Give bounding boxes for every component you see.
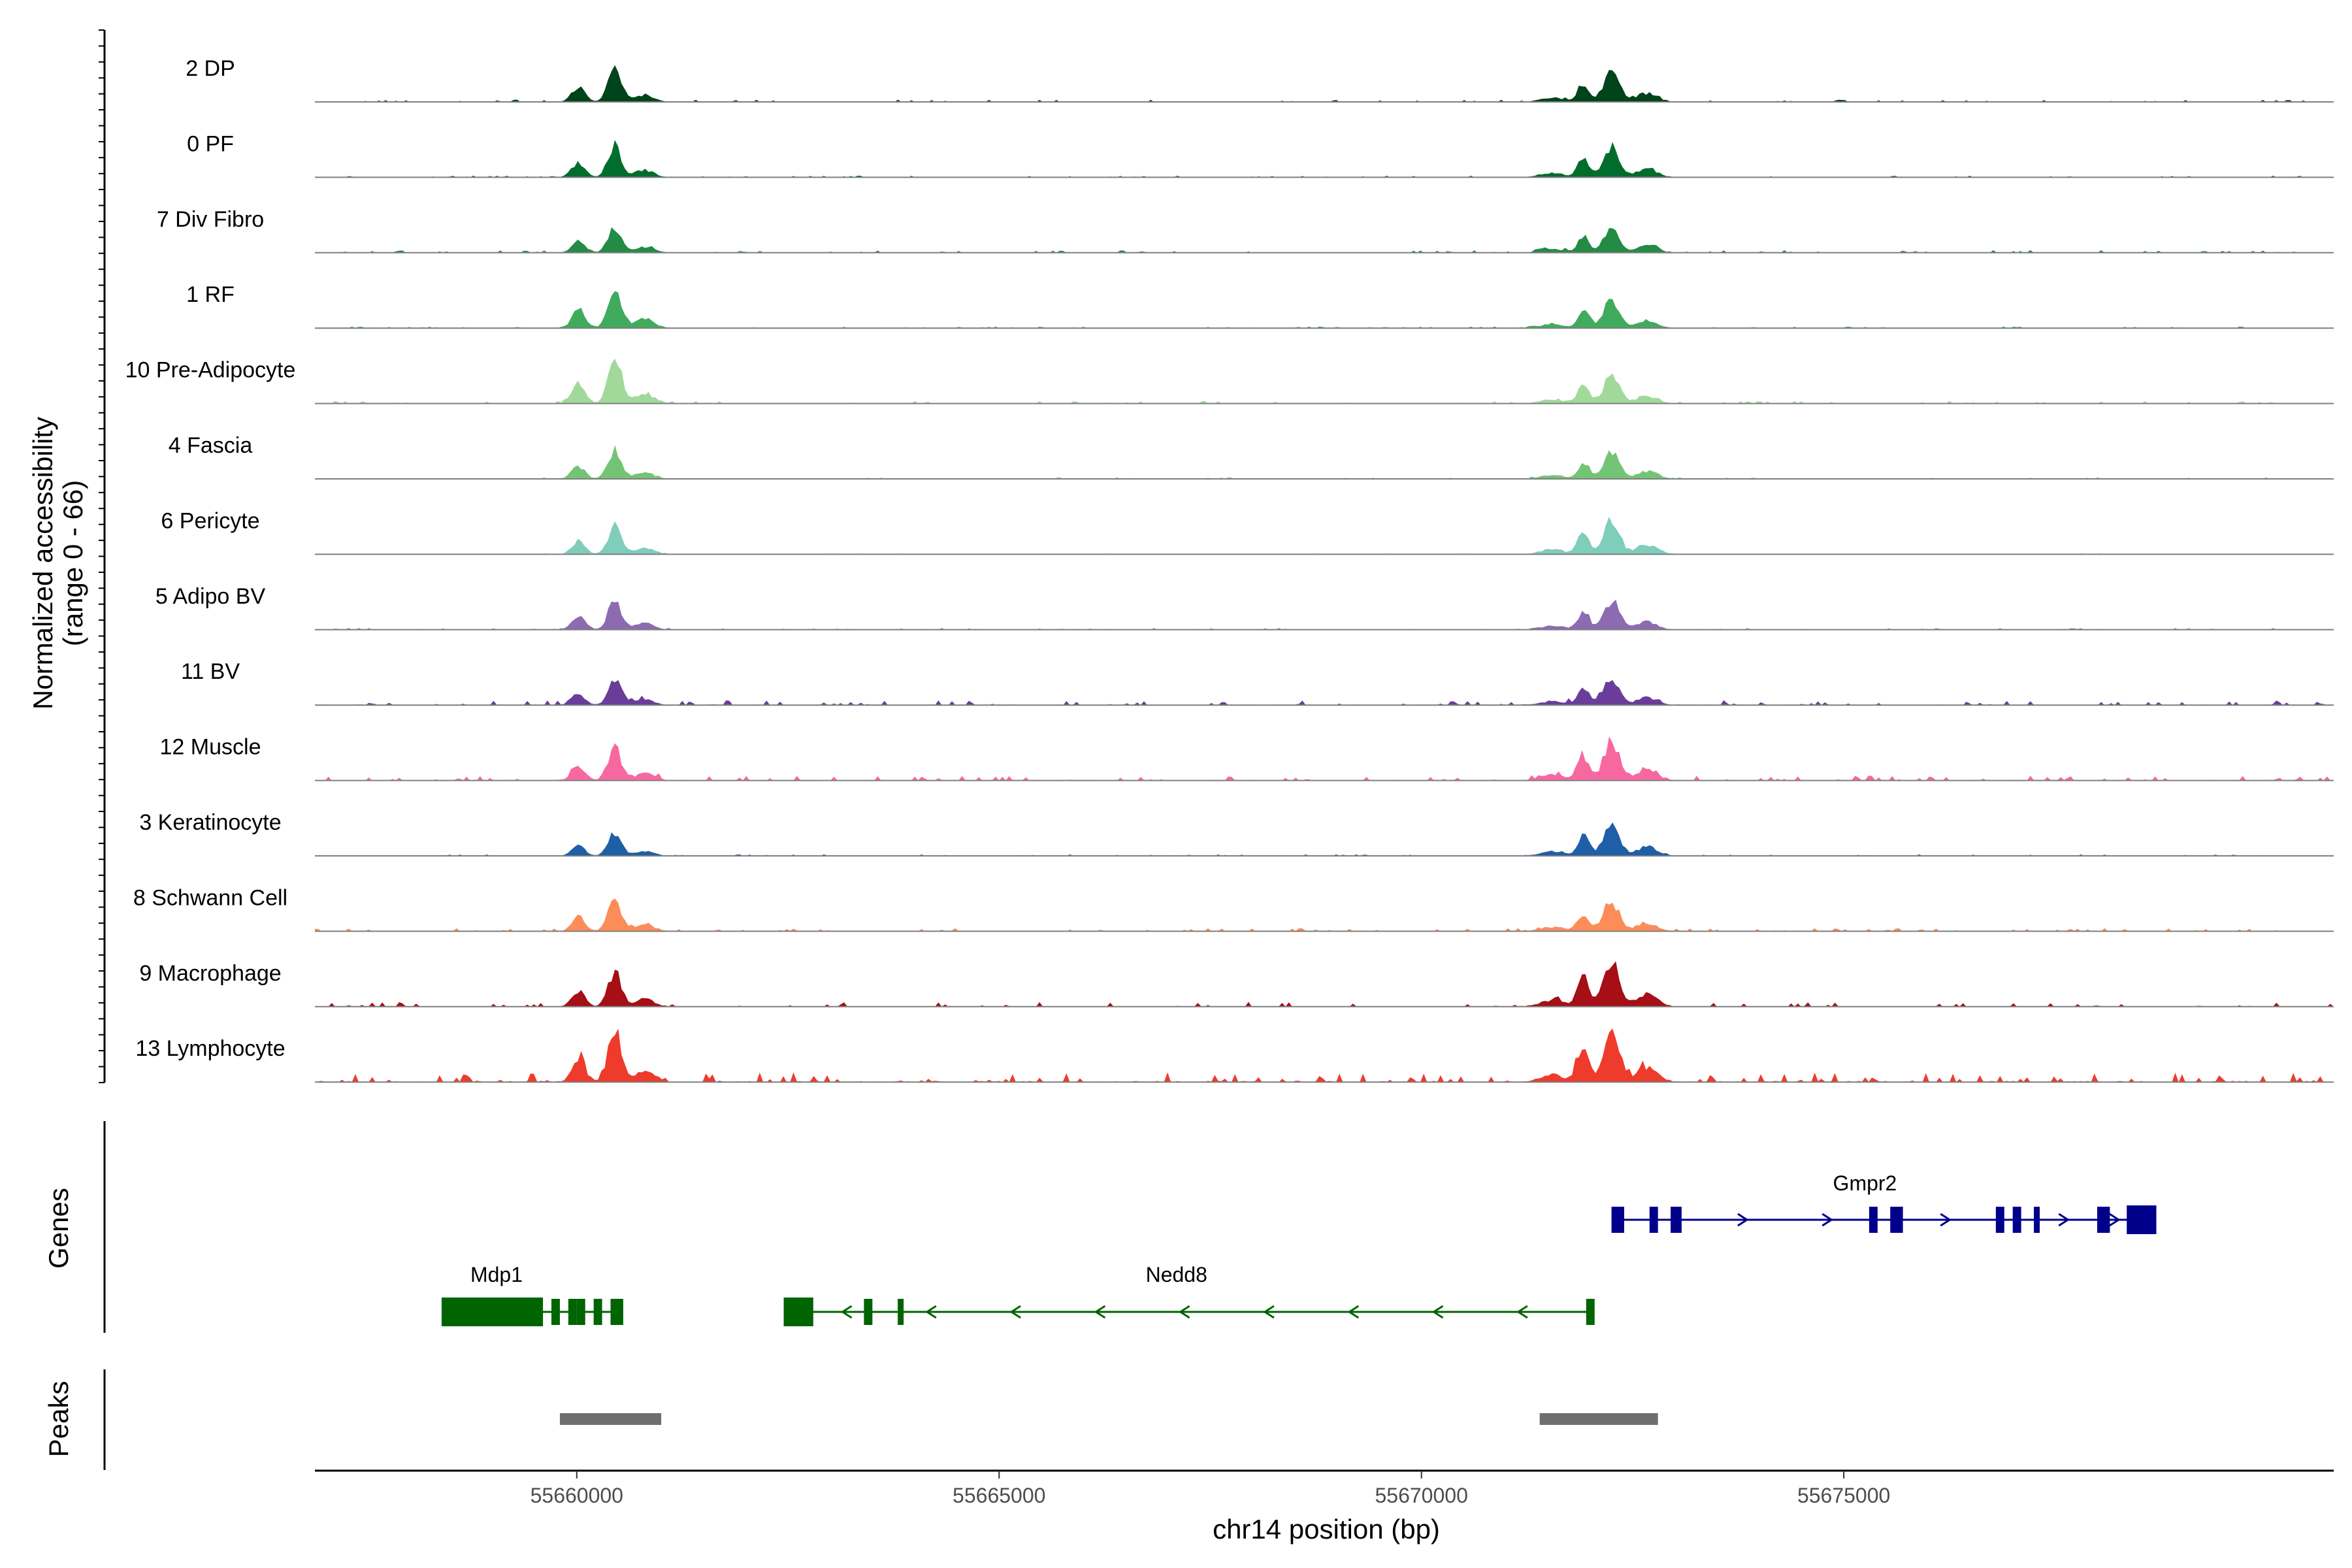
gene-exon	[576, 1299, 585, 1325]
gene-exon	[1586, 1299, 1595, 1325]
coverage-track-area	[315, 1028, 2334, 1083]
gene-exon	[1611, 1207, 1624, 1233]
strand-arrow	[1263, 1305, 1275, 1319]
coverage-track-area	[315, 140, 2334, 178]
strand-arrow	[2058, 1213, 2070, 1227]
coverage-track-area	[315, 736, 2334, 781]
y-axis-title-line-2: (range 0 - 66)	[57, 480, 88, 646]
coverage-track-area	[315, 65, 2334, 102]
gene-exon	[783, 1298, 813, 1326]
strand-arrow	[1009, 1305, 1021, 1319]
coverage-track-area	[315, 227, 2334, 253]
axes: 55660000 55665000 55670000 55675000	[99, 29, 2334, 1507]
track-label: 13 Lymphocyte	[135, 1036, 285, 1061]
strand-arrow	[1178, 1305, 1190, 1319]
coverage-track-area	[315, 898, 2334, 932]
peaks-panel-title: Peaks	[43, 1381, 74, 1458]
strand-arrow	[1516, 1305, 1528, 1319]
y-axis-title-line-1: Normalized accessibility	[27, 417, 58, 710]
x-axis-tick-label: 55675000	[1797, 1484, 1890, 1507]
gene-annotation-panel: Gmpr2 Mdp1 Nedd8	[103, 1121, 2157, 1333]
gene-exon	[568, 1299, 577, 1325]
track-label: 8 Schwann Cell	[133, 885, 287, 910]
gene-exon	[441, 1298, 544, 1326]
gene-exon	[898, 1299, 904, 1325]
gene-exon	[1869, 1207, 1878, 1233]
track-label: 4 Fascia	[169, 433, 253, 458]
gene-exon	[1995, 1207, 2004, 1233]
gene-exon	[2097, 1207, 2110, 1233]
gene-exon	[1671, 1207, 1682, 1233]
strand-arrow	[1431, 1305, 1444, 1319]
coverage-track-area	[315, 291, 2334, 329]
gene-label: Gmpr2	[1833, 1171, 1897, 1195]
gene-exon	[551, 1299, 560, 1325]
strand-arrow	[1737, 1213, 1749, 1227]
strand-arrow	[925, 1305, 937, 1319]
gene-exon	[2127, 1205, 2157, 1234]
x-axis-tick-label: 55660000	[531, 1484, 623, 1507]
coverage-track-area	[315, 599, 2334, 630]
track-label: 6 Pericyte	[161, 508, 259, 533]
coverage-track-area	[315, 358, 2334, 404]
strand-arrow	[1347, 1305, 1360, 1319]
gene-exon	[2034, 1207, 2040, 1233]
strand-arrow	[1821, 1213, 1834, 1227]
gene-exon	[864, 1299, 873, 1325]
strand-arrow	[840, 1305, 853, 1319]
coverage-track-area	[315, 517, 2334, 555]
x-axis-tick-label: 55670000	[1375, 1484, 1467, 1507]
x-axis-tick-label: 55665000	[953, 1484, 1045, 1507]
track-label: 0 PF	[187, 131, 234, 156]
track-label: 9 Macrophage	[139, 961, 281, 986]
coverage-track-area	[315, 961, 2334, 1007]
coverage-track-area	[315, 679, 2334, 706]
peak-region	[559, 1413, 662, 1425]
track-label: 12 Muscle	[160, 735, 261, 760]
x-axis-title: chr14 position (bp)	[1213, 1514, 1440, 1544]
track-label: 11 BV	[181, 659, 240, 684]
genes-panel-title: Genes	[43, 1188, 74, 1269]
strand-arrow	[2109, 1213, 2121, 1227]
track-label: 1 RF	[186, 282, 235, 307]
gene-exon	[593, 1299, 602, 1325]
coverage-track-area	[315, 822, 2334, 856]
gene-exon	[1649, 1207, 1658, 1233]
gene-label: Mdp1	[470, 1263, 523, 1286]
peaks-panel	[103, 1369, 1658, 1470]
peak-region	[1539, 1413, 1658, 1425]
coverage-tracks: 2 DP 0 PF 7 Div Fibro 1 RF 10 Pre-Adipocyte 4…	[125, 56, 2334, 1083]
coverage-track-area	[315, 445, 2334, 479]
gene-exon	[1890, 1207, 1903, 1233]
track-label: 3 Keratinocyte	[139, 810, 281, 835]
track-label: 10 Pre-Adipocyte	[125, 358, 296, 383]
gene-exon	[2012, 1207, 2021, 1233]
strand-arrow	[1094, 1305, 1106, 1319]
track-label: 2 DP	[186, 56, 235, 81]
gene-label: Nedd8	[1146, 1263, 1207, 1286]
track-label: 7 Div Fibro	[157, 207, 264, 232]
gene-exon	[610, 1299, 623, 1325]
strand-arrow	[1940, 1213, 1952, 1227]
track-label: 5 Adipo BV	[155, 584, 266, 609]
